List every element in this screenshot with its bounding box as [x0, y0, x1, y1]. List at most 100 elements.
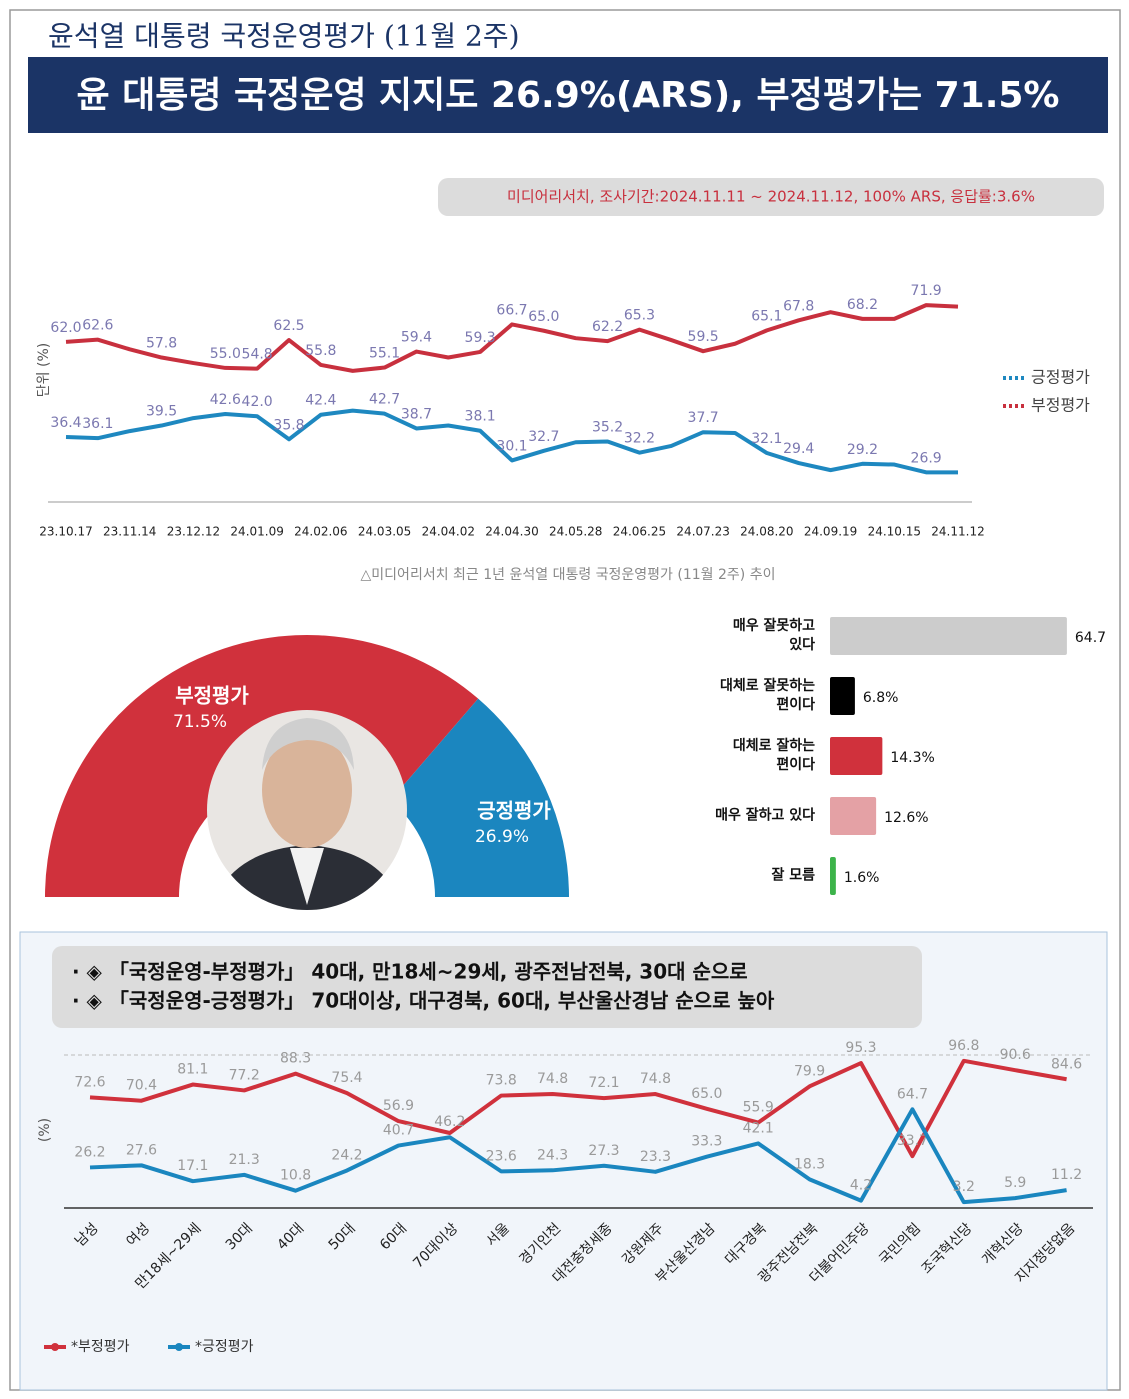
category-label: 대체로 잘하는 편이다: [732, 738, 815, 773]
value-label: 5.9: [1004, 1175, 1026, 1191]
value-label: 95.3: [845, 1040, 876, 1056]
x-tick-label: 24.05.28: [549, 525, 602, 539]
source-pill: [438, 178, 1104, 216]
legend-label: *부정평가: [71, 1339, 130, 1355]
value-label: 46.2: [434, 1114, 465, 1130]
legend-dot: [51, 1343, 59, 1351]
value-label: 71.9: [911, 283, 942, 299]
x-tick-label: 24.09.19: [804, 525, 857, 539]
value-label: 23.6: [486, 1148, 517, 1164]
value-label: 65.0: [691, 1086, 722, 1102]
face: [262, 732, 352, 848]
value-label: 35.2: [592, 420, 623, 436]
value-label: 21.3: [229, 1152, 260, 1168]
note: · ◈ 「국정운영-부정평가」 40대, 만18세~29세, 광주전남전북, 3…: [72, 960, 748, 984]
series-line: [65, 408, 958, 475]
value-label: 23.3: [640, 1149, 671, 1165]
value-label: 37.7: [688, 410, 719, 426]
value-label: 17.1: [177, 1158, 208, 1174]
x-tick-label: 24.02.06: [294, 525, 347, 539]
value-label: 62.6: [82, 318, 113, 334]
value-label: 33.3: [691, 1134, 722, 1150]
x-tick-label: 24.06.25: [613, 525, 666, 539]
shirt: [290, 848, 324, 905]
value-label: 32.1: [751, 431, 782, 447]
value-label: 4.2: [850, 1178, 872, 1194]
x-tick-label: 24.04.30: [485, 525, 538, 539]
headline-banner: [28, 57, 1108, 133]
value-label: 64.7: [897, 1086, 928, 1102]
value-label: 29.2: [847, 442, 878, 458]
value-label: 32.2: [624, 431, 655, 447]
value-label: 11.2: [1051, 1167, 1082, 1183]
value-label: 42.1: [743, 1120, 774, 1136]
bar: [830, 857, 836, 895]
x-tick-label: 24.11.12: [931, 525, 984, 539]
value-label: 35.8: [273, 417, 304, 433]
value-label: 42.4: [305, 393, 336, 409]
category-label: 매우 잘못하고 있다: [732, 618, 815, 653]
x-tick-label: 23.10.17: [39, 525, 92, 539]
x-tick-label: 24.07.23: [676, 525, 729, 539]
value-label: 72.1: [588, 1075, 619, 1091]
value-label: 1.6%: [844, 870, 880, 886]
series-line: [89, 1107, 1067, 1205]
value-label: 30.1: [496, 438, 527, 454]
value-label: 6.8%: [863, 690, 899, 706]
series-line: [89, 1058, 1067, 1159]
value-label: 59.4: [401, 330, 432, 346]
note: · ◈ 「국정운영-긍정평가」 70대이상, 대구경북, 60대, 부산울산경남…: [72, 989, 775, 1013]
value-label: 38.1: [465, 409, 496, 425]
value-label: 14.3%: [890, 750, 934, 766]
legend-label: 긍정평가: [1031, 368, 1090, 387]
x-tick-label: 24.10.15: [868, 525, 921, 539]
bar: [830, 737, 883, 775]
value-label: 62.5: [273, 318, 304, 334]
value-label: 57.8: [146, 336, 177, 352]
value-label: 42.7: [369, 392, 400, 408]
category-label: 매우 잘하고 있다: [715, 807, 815, 824]
headline: 윤 대통령 국정운영 지지도 26.9%(ARS), 부정평가는 71.5%: [77, 75, 1060, 116]
x-tick-label: 24.03.05: [358, 525, 411, 539]
value-label: 73.8: [486, 1073, 517, 1089]
photo: [207, 710, 407, 910]
x-tick-label: 24.08.20: [740, 525, 793, 539]
value-label: 40.7: [383, 1123, 414, 1139]
value-label: 36.4: [50, 415, 81, 431]
value-label: 59.5: [688, 329, 719, 345]
value-label: 62.2: [592, 319, 623, 335]
value-label: 62.0: [50, 320, 81, 336]
value-label: 24.2: [331, 1147, 362, 1163]
value-label: 54.8: [242, 347, 273, 363]
value-label: 3.2: [953, 1179, 975, 1195]
value-label: 90.6: [1000, 1047, 1031, 1063]
segment-label: 부정평가: [175, 684, 249, 708]
series-line: [65, 303, 959, 373]
value-label: 72.6: [74, 1074, 105, 1090]
value-label: 10.8: [280, 1168, 311, 1184]
legend-dot: [175, 1343, 183, 1351]
value-label: 18.3: [794, 1156, 825, 1172]
value-label: 55.0: [210, 346, 241, 362]
value-label: 42.6: [210, 392, 241, 408]
page-title: 윤석열 대통령 국정운영평가 (11월 2주): [48, 20, 520, 53]
value-label: 33.7: [897, 1133, 928, 1149]
segment-value: 26.9%: [475, 827, 529, 847]
value-label: 59.3: [465, 330, 496, 346]
value-label: 26.9: [911, 450, 942, 466]
value-label: 56.9: [383, 1098, 414, 1114]
value-label: 77.2: [229, 1067, 260, 1083]
y-axis-label: (%): [37, 1118, 53, 1142]
value-label: 55.8: [305, 343, 336, 359]
value-label: 64.7: [1075, 630, 1106, 646]
value-label: 70.4: [126, 1078, 157, 1094]
segment-label: 긍정평가: [477, 799, 551, 823]
value-label: 42.0: [242, 394, 273, 410]
value-label: 67.8: [783, 298, 814, 314]
value-label: 74.8: [640, 1071, 671, 1087]
donut-segment: [390, 698, 569, 897]
value-label: 12.6%: [884, 810, 928, 826]
segment-value: 71.5%: [173, 712, 227, 732]
